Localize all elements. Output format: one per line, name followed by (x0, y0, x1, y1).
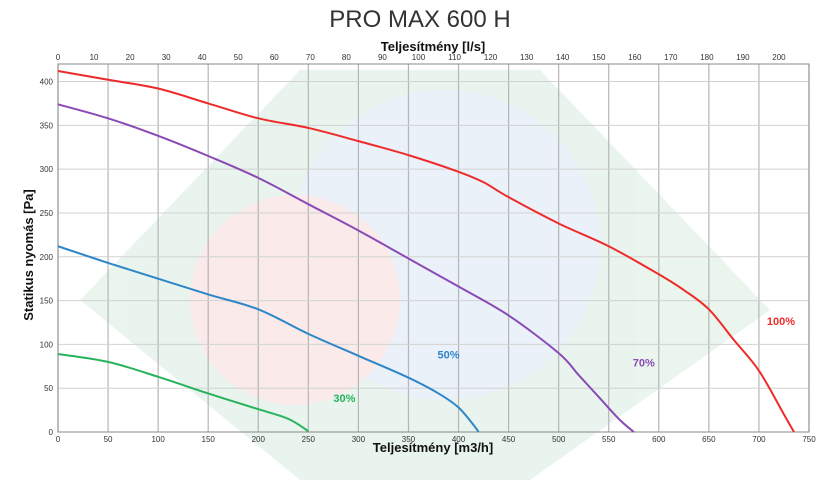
x-tick-label: 50 (104, 435, 113, 444)
x2-tick-label: 170 (664, 53, 678, 62)
x2-axis-ticks: 0 10 20 30 40 50 60 70 80 90 100 110 120 130 140 150 160… (56, 53, 786, 62)
series-line-100 (57, 70, 795, 433)
watermark-logo (80, 70, 770, 480)
x2-tick-label: 10 (90, 53, 99, 62)
x-tick-label: 250 (302, 435, 316, 444)
y-tick-label: 0 (49, 428, 54, 437)
y-tick-label: 50 (44, 384, 53, 393)
series-line-70 (57, 103, 635, 433)
x2-tick-label: 160 (628, 53, 642, 62)
x2-tick-label: 50 (234, 53, 243, 62)
y-axis-ticks: 0 50 100 150 200 250 300 350 400 (40, 78, 54, 437)
x2-tick-label: 80 (342, 53, 351, 62)
chart-grid (57, 64, 810, 433)
y-tick-label: 100 (40, 340, 54, 349)
x2-tick-label: 90 (378, 53, 387, 62)
x-tick-label: 700 (752, 435, 766, 444)
series-line-30 (57, 353, 309, 432)
plot-frame (57, 63, 810, 433)
y-axis-title: Statikus nyomás [Pa] (21, 189, 36, 321)
x-tick-label: 450 (502, 435, 516, 444)
x2-tick-label: 140 (556, 53, 570, 62)
y-tick-label: 350 (40, 121, 54, 130)
y-tick-label: 150 (40, 297, 54, 306)
x2-tick-label: 200 (772, 53, 786, 62)
x-tick-label: 350 (402, 435, 416, 444)
x2-tick-label: 120 (484, 53, 498, 62)
y-tick-label: 400 (40, 78, 54, 87)
x-tick-label: 150 (202, 435, 216, 444)
x2-tick-label: 130 (520, 53, 534, 62)
y-tick-label: 300 (40, 165, 54, 174)
x-axis-ticks: 0 50 100 150 200 250 300 350 400 450 500 550 600 650 7… (56, 435, 816, 444)
series-label-100: 100% (767, 316, 795, 328)
x2-tick-label: 180 (700, 53, 714, 62)
x2-tick-label: 40 (198, 53, 207, 62)
x2-tick-label: 70 (306, 53, 315, 62)
x2-tick-label: 100 (412, 53, 426, 62)
watermark-blue-circle (290, 90, 600, 400)
x-tick-label: 550 (602, 435, 616, 444)
x2-tick-label: 0 (56, 53, 61, 62)
x-tick-label: 500 (552, 435, 566, 444)
x2-axis-title: Teljesítmény [l/s] (381, 39, 486, 54)
watermark-green-shape (80, 70, 770, 480)
x-tick-label: 400 (452, 435, 466, 444)
y-tick-label: 200 (40, 253, 54, 262)
watermark-red-circle (190, 195, 400, 405)
x-tick-label: 650 (702, 435, 716, 444)
x-axis-title: Teljesítmény [m3/h] (373, 440, 493, 455)
chart-title: PRO MAX 600 H (329, 6, 510, 33)
x-tick-label: 100 (151, 435, 165, 444)
series-label-50: 50% (438, 349, 460, 361)
x-tick-label: 600 (652, 435, 666, 444)
x2-tick-label: 20 (126, 53, 135, 62)
x-tick-label: 200 (252, 435, 266, 444)
series-label-30: 30% (333, 393, 355, 405)
x-tick-label: 750 (802, 435, 816, 444)
x2-tick-label: 110 (448, 53, 461, 62)
series-label-70: 70% (633, 357, 655, 369)
x2-tick-label: 190 (736, 53, 750, 62)
x-tick-label: 300 (352, 435, 366, 444)
x2-tick-label: 60 (270, 53, 279, 62)
series-group: 100% 70% 50% 30% (57, 70, 795, 433)
y-tick-label: 250 (40, 209, 54, 218)
series-line-50 (57, 245, 480, 433)
x2-tick-label: 30 (162, 53, 171, 62)
x-tick-label: 0 (56, 435, 61, 444)
x2-tick-label: 150 (592, 53, 606, 62)
